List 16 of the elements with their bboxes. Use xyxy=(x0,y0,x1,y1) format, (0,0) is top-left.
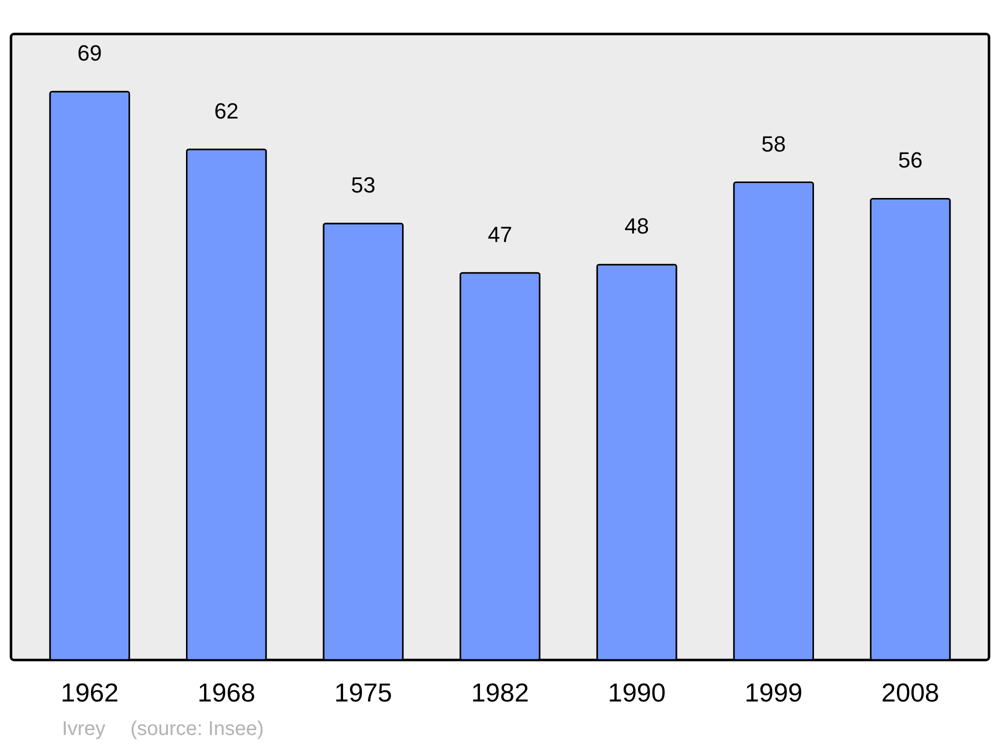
data-label: 48 xyxy=(624,214,650,239)
data-label: 53 xyxy=(350,172,376,198)
x-tick-label: 1975 xyxy=(334,678,392,708)
x-tick-label: 1968 xyxy=(198,678,256,708)
text: (source: Insee) xyxy=(130,718,264,740)
x-tick-label: 1962 xyxy=(60,678,119,708)
data-label: 62 xyxy=(214,98,239,124)
data-label: 58 xyxy=(761,131,786,156)
data-label: 56 xyxy=(898,148,923,173)
x-tick-label: 1982 xyxy=(471,678,529,708)
text: Ivrey xyxy=(62,718,106,740)
x-tick-label: 1990 xyxy=(608,678,666,708)
data-label: 69 xyxy=(77,40,102,66)
x-tick-label: 2008 xyxy=(881,678,940,708)
x-tick-label: 1999 xyxy=(744,678,802,708)
data-label: 47 xyxy=(488,222,512,247)
